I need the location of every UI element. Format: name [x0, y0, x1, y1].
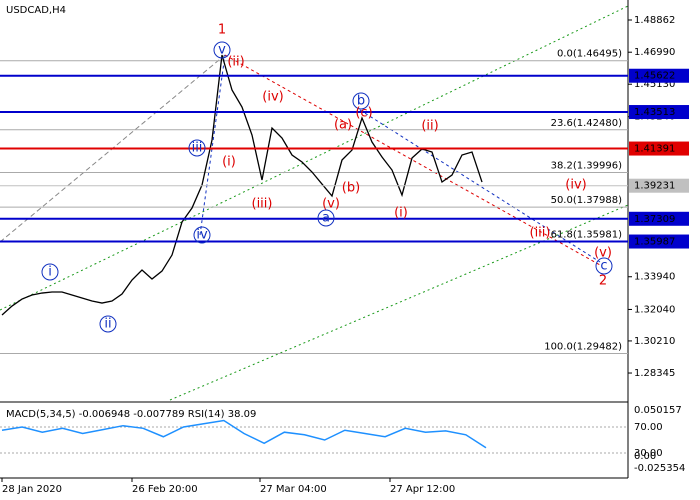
- fib-label: 61.8(1.35981): [551, 230, 623, 241]
- fib-label: 100.0(1.29482): [544, 341, 622, 352]
- wave-label: (v): [594, 246, 612, 261]
- wave-label: a: [322, 211, 330, 226]
- price-line: [1, 54, 483, 316]
- wave-circle: [317, 209, 335, 227]
- wave-label: (ii): [421, 119, 438, 134]
- y-tick-label: 1.45130: [634, 79, 675, 90]
- level-label: 1.39231: [634, 181, 675, 192]
- level-box: [629, 105, 689, 120]
- guide-line: [359, 109, 601, 263]
- macd-tick-label: -0.025354: [634, 463, 685, 474]
- rsi-tick-label: 30.00: [634, 448, 663, 459]
- wave-label: iv: [196, 228, 208, 243]
- wave-circle: [213, 41, 231, 59]
- y-tick-label: 1.46990: [634, 47, 675, 58]
- fib-label: 23.6(1.42480): [551, 118, 623, 129]
- y-tick-label: 1.33940: [634, 272, 675, 283]
- wave-label: (ii): [227, 55, 244, 70]
- wave-label: (i): [394, 206, 408, 221]
- y-tick-label: 1.30210: [634, 336, 675, 347]
- y-tick-label: 1.48862: [634, 15, 675, 26]
- level-label: 1.43513: [634, 107, 675, 118]
- wave-label: (iv): [565, 178, 586, 193]
- wave-label: ii: [104, 317, 111, 332]
- wave-label: c: [600, 259, 607, 274]
- wave-circle: [352, 92, 370, 110]
- level-box: [629, 178, 689, 193]
- wave-label: (iii): [530, 226, 551, 241]
- level-label: 1.37309: [634, 214, 675, 225]
- rsi-tick-label: 70.00: [634, 422, 663, 433]
- symbol: USDCAD,H4: [6, 5, 66, 16]
- level-box: [629, 141, 689, 156]
- wave-label: v: [218, 43, 226, 58]
- wave-circle: [99, 315, 117, 333]
- x-tick-label: 27 Mar 04:00: [260, 484, 327, 495]
- level-label: 1.35987: [634, 237, 675, 248]
- level-box: [629, 211, 689, 226]
- level-box: [629, 234, 689, 249]
- guide-line: [199, 54, 226, 236]
- wave-label: (b): [342, 181, 360, 196]
- wave-label: (iii): [252, 197, 273, 212]
- fib-label: 0.0(1.46495): [557, 49, 622, 60]
- fib-label: 50.0(1.37988): [551, 195, 623, 206]
- level-label: 1.41391: [634, 144, 675, 155]
- x-tick-label: 26 Feb 20:00: [132, 484, 198, 495]
- wave-label: (iv): [262, 90, 283, 105]
- wave-label: 1: [218, 23, 226, 38]
- wave-label: b: [357, 94, 365, 109]
- channel-line: [0, 5, 629, 311]
- macd-tick-label: 0.050157: [634, 405, 682, 416]
- x-tick-label: 28 Jan 2020: [2, 484, 62, 495]
- wave-label: (v): [322, 197, 340, 212]
- y-tick-label: 1.28345: [634, 368, 675, 379]
- wave-circle: [595, 257, 613, 275]
- indicator-title: MACD(5,34,5) -0.006948 -0.007789 RSI(14)…: [6, 409, 256, 420]
- y-tick-label: 1.32040: [634, 304, 675, 315]
- wave-label: (a): [334, 118, 352, 133]
- wave-label: 2: [599, 274, 607, 289]
- wave-circle: [188, 139, 206, 157]
- x-tick-label: 27 Apr 12:00: [390, 484, 455, 495]
- wave-label: (i): [222, 155, 236, 170]
- wave-label: iii: [192, 141, 203, 156]
- fib-label: 38.2(1.39996): [551, 161, 623, 172]
- level-box: [629, 68, 689, 83]
- macd-tick-label: 0.00: [634, 451, 656, 462]
- level-label: 1.45622: [634, 71, 675, 82]
- rsi-line: [1, 419, 487, 449]
- wave-circle: [193, 226, 211, 244]
- wave-circle: [41, 263, 59, 281]
- wave-label: i: [48, 265, 52, 280]
- wave-label: (c): [355, 106, 372, 121]
